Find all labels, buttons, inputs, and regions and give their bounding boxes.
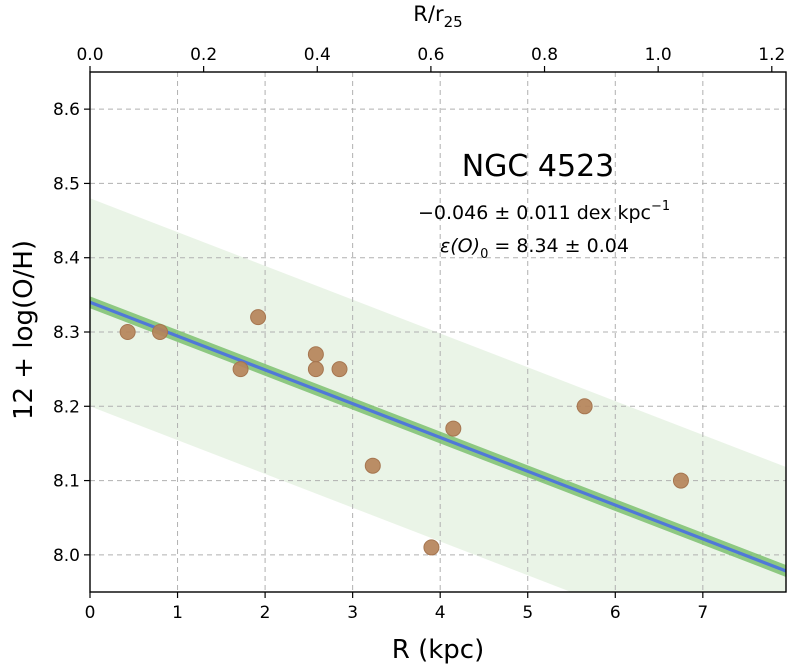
central-abundance-value: = 8.34 ± 0.04 [488, 235, 629, 257]
x-tick-label-4: 4 [435, 603, 446, 623]
data-point-3 [232, 361, 249, 378]
scatter-band-layer [90, 198, 786, 592]
top-tick-label-1.0: 1.0 [645, 45, 672, 65]
gradient-slope-exponent: −1 [651, 199, 670, 214]
ticks-layer: 0 1 2 3 4 5 6 7 8.0 8.1 8.2 8.3 8.4 8.5 8.6 0.0 0.2 0.4 0.… [53, 45, 785, 623]
data-point-6 [307, 361, 324, 378]
y-tick-label-8.2: 8.2 [53, 397, 80, 417]
x-tick-label-1: 1 [172, 603, 183, 623]
central-abundance-subscript: 0 [480, 247, 488, 262]
top-axis-label-sub: 25 [444, 13, 463, 31]
data-point-8 [364, 457, 381, 474]
fit-layer [90, 296, 786, 577]
top-tick-label-1.2: 1.2 [758, 45, 785, 65]
top-tick-label-0.6: 0.6 [417, 45, 444, 65]
y-tick-label-8.5: 8.5 [53, 174, 80, 194]
x-tick-label-6: 6 [610, 603, 621, 623]
points-layer [119, 309, 689, 556]
data-point-12 [672, 472, 689, 489]
data-point-9 [423, 539, 440, 556]
top-tick-label-0.0: 0.0 [76, 45, 103, 65]
x-tick-label-2: 2 [260, 603, 271, 623]
top-tick-label-0.4: 0.4 [304, 45, 331, 65]
gradient-slope: −0.046 ± 0.011 dex kpc−1 [418, 199, 670, 224]
y-tick-label-8.0: 8.0 [53, 546, 80, 566]
top-tick-label-0.8: 0.8 [531, 45, 558, 65]
data-point-5 [307, 346, 324, 363]
y-tick-label-8.6: 8.6 [53, 100, 80, 120]
y-tick-label-8.1: 8.1 [53, 472, 80, 492]
scatter-band [90, 198, 786, 592]
galaxy-name: NGC 4523 [462, 149, 615, 184]
x-tick-label-0: 0 [85, 603, 96, 623]
fit-line [90, 300, 786, 573]
x-tick-label-3: 3 [347, 603, 358, 623]
x-axis-label: R (kpc) [392, 635, 484, 665]
top-axis-label-main: R/r [413, 2, 444, 26]
central-abundance: ε(O)0 = 8.34 ± 0.04 [440, 235, 629, 262]
data-point-1 [119, 324, 136, 340]
x-tick-label-5: 5 [522, 603, 533, 623]
y-axis-label: 12 + log(O/H) [9, 240, 39, 420]
data-point-2 [152, 324, 169, 340]
grid-layer [90, 72, 786, 592]
y-tick-label-8.3: 8.3 [53, 323, 80, 343]
top-tick-label-0.2: 0.2 [190, 45, 217, 65]
y-tick-label-8.4: 8.4 [53, 249, 80, 269]
top-axis-label: R/r25 [413, 2, 462, 31]
data-point-10 [445, 420, 462, 437]
gradient-slope-text: −0.046 ± 0.011 dex kpc [418, 202, 651, 224]
central-abundance-prefix: ε(O) [440, 235, 480, 257]
data-point-11 [576, 398, 593, 415]
data-point-7 [331, 361, 348, 378]
data-point-4 [250, 309, 267, 326]
x-tick-label-7: 7 [697, 603, 708, 623]
